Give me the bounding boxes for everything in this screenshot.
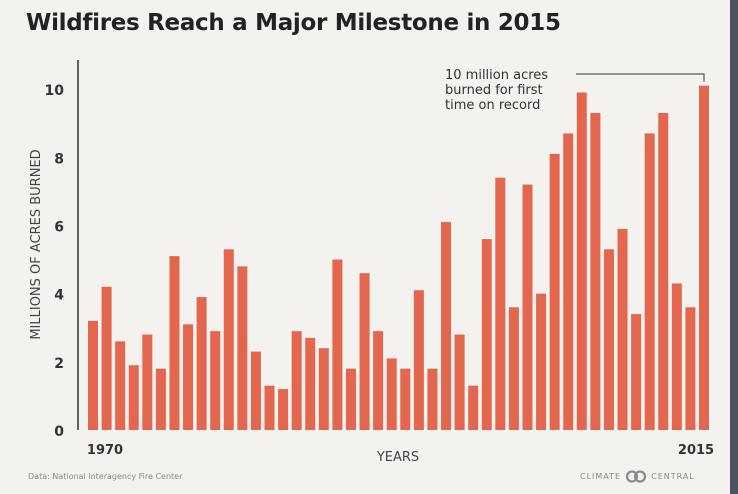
bar-2003 [536,293,547,430]
climate-central-logo: CLIMATE CENTRAL [580,470,695,483]
x-tick-last: 2015 [678,443,714,458]
bar-1975 [155,368,166,430]
bar-2007 [590,112,601,430]
logo-mark-icon [626,470,647,483]
bar-1986 [305,337,316,430]
bar-2015 [699,85,709,431]
bar-1988 [332,259,343,430]
bar-1996 [441,222,452,430]
bar-2002 [522,184,533,430]
annotation-line: time on record [445,98,540,113]
bar-1979 [210,331,221,430]
bar-1974 [142,334,153,430]
bar-1972 [115,341,126,430]
y-tick-label: 6 [54,219,64,235]
y-tick-label: 8 [54,151,64,167]
x-axis-title: YEARS [376,450,419,465]
data-source: Data: National Interagency Fire Center [28,472,183,481]
bar-1976 [169,256,180,430]
bar-1990 [359,273,370,430]
bar-1981 [237,266,248,430]
bar-1980 [223,249,234,430]
bar-1995 [427,368,438,430]
bar-2010 [631,314,642,430]
bar-2001 [508,307,519,430]
bar-1994 [413,290,424,430]
annotation-line: burned for first [445,83,543,98]
bar-2009 [617,228,628,430]
bar-2005 [563,133,574,430]
logo-text-left: CLIMATE [580,472,622,481]
bar-1998 [468,385,479,430]
bar-1983 [264,385,275,430]
bar-2004 [549,153,560,431]
y-tick-label: 10 [45,83,65,99]
bar-1977 [183,324,194,430]
y-tick-label: 2 [54,356,64,372]
y-tick-label: 4 [54,288,64,304]
bar-1991 [373,331,384,430]
bar-1992 [386,358,397,430]
annotation-line: 10 million acres [445,68,548,83]
bar-1985 [291,331,302,430]
bar-1978 [196,297,207,430]
bar-1987 [318,348,329,430]
bar-2011 [644,133,655,430]
bar-1971 [101,286,112,430]
bar-2014 [685,307,696,430]
bar-2012 [658,112,669,430]
bar-chart: 0 2 4 6 8 10 MILLIONS OF ACRES BURNED 1970 2015 Y… [29,60,714,465]
bar-2013 [671,283,682,430]
annotation-leader [576,73,705,82]
bar-1997 [454,334,465,430]
bar-2000 [495,177,506,430]
y-tick-label: 0 [54,424,64,440]
bar-1970 [88,320,98,430]
bar-1973 [128,365,139,430]
chart-title: Wildfires Reach a Major Milestone in 201… [26,10,561,36]
bar-1999 [481,239,492,430]
logo-text-right: CENTRAL [651,472,695,481]
y-axis-title: MILLIONS OF ACRES BURNED [29,149,44,339]
bar-1993 [400,368,411,430]
bar-2006 [576,92,587,430]
bar-1984 [278,389,289,430]
bar-1989 [345,368,356,430]
bar-1982 [250,351,261,430]
x-tick-first: 1970 [87,443,123,458]
bar-2008 [603,249,614,430]
